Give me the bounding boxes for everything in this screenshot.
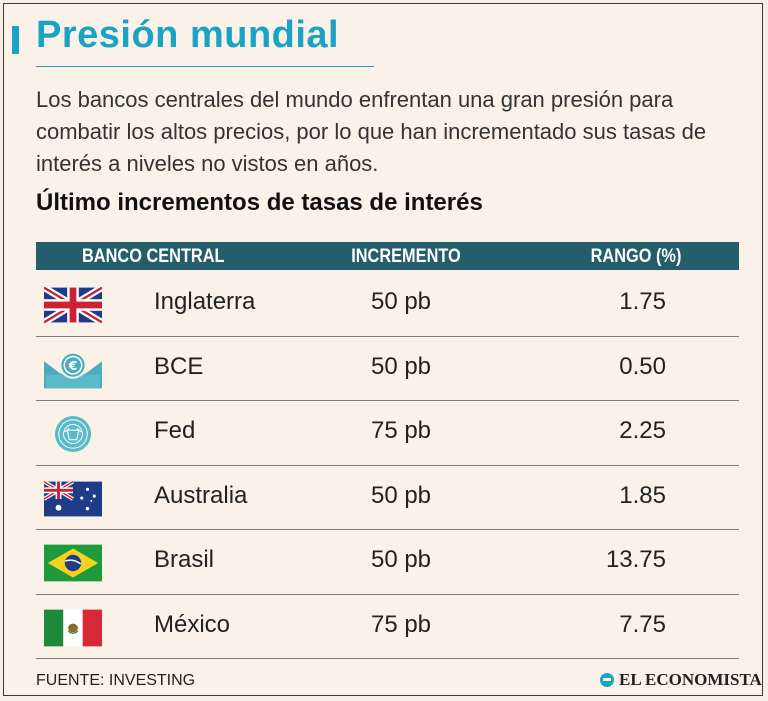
mexico-flag-icon — [44, 609, 102, 646]
logo-text: EL ECONOMISTA — [619, 670, 762, 689]
table-header: BANCO CENTRAL INCREMENTO RANGO (%) — [36, 242, 739, 270]
table-body: Inglaterra 50 pb 1.75 € BCE 50 pb 0.50 — [36, 272, 739, 659]
range-value: 7.75 — [619, 610, 666, 638]
fed-seal-icon — [54, 415, 92, 453]
publisher-logo: EL ECONOMISTA — [600, 670, 762, 690]
table-subtitle: Último incrementos de tasas de interés — [36, 189, 483, 216]
header-range: RANGO (%) — [590, 246, 682, 267]
header-increase: INCREMENTO — [351, 246, 461, 267]
logo-mark-icon — [600, 673, 614, 687]
increase-value: 50 pb — [370, 352, 432, 380]
ecb-euro-icon: € — [44, 351, 102, 388]
bank-name: BCE — [154, 352, 204, 380]
increase-value: 50 pb — [370, 481, 432, 509]
table-row: Australia 50 pb 1.85 — [36, 466, 739, 530]
australia-flag-icon — [44, 479, 102, 516]
brazil-flag-icon — [44, 544, 102, 582]
title-underline — [36, 66, 374, 67]
bank-name: Brasil — [154, 546, 215, 573]
table-row: Brasil 50 pb 13.75 — [36, 530, 739, 595]
uk-flag-icon — [44, 286, 102, 324]
range-value: 2.25 — [619, 417, 666, 444]
table-row: Inglaterra 50 pb 1.75 — [36, 272, 739, 337]
range-value: 0.50 — [619, 352, 666, 380]
increase-value: 50 pb — [370, 546, 432, 573]
bank-name: Inglaterra — [154, 288, 256, 315]
increase-value: 75 pb — [370, 610, 432, 638]
range-value: 1.75 — [619, 288, 666, 315]
page-title: Presión mundial — [36, 14, 340, 56]
table-row: Fed 75 pb 2.25 — [36, 401, 739, 466]
header-bank: BANCO CENTRAL — [82, 246, 225, 267]
range-value: 13.75 — [605, 546, 666, 573]
table-row: € BCE 50 pb 0.50 — [36, 337, 739, 401]
svg-text:€: € — [68, 358, 78, 373]
source-note: FUENTE: INVESTING — [36, 672, 196, 689]
bank-name: México — [154, 610, 231, 638]
increase-value: 75 pb — [370, 417, 432, 444]
range-value: 1.85 — [619, 481, 666, 509]
bank-name: Australia — [154, 481, 248, 509]
title-accent-bar — [12, 26, 19, 54]
infographic-frame: Presión mundial Los bancos centrales del… — [3, 3, 763, 696]
bank-name: Fed — [154, 417, 196, 444]
increase-value: 50 pb — [370, 288, 432, 315]
intro-paragraph: Los bancos centrales del mundo enfrentan… — [36, 87, 707, 176]
table-row: México 75 pb 7.75 — [36, 595, 739, 659]
